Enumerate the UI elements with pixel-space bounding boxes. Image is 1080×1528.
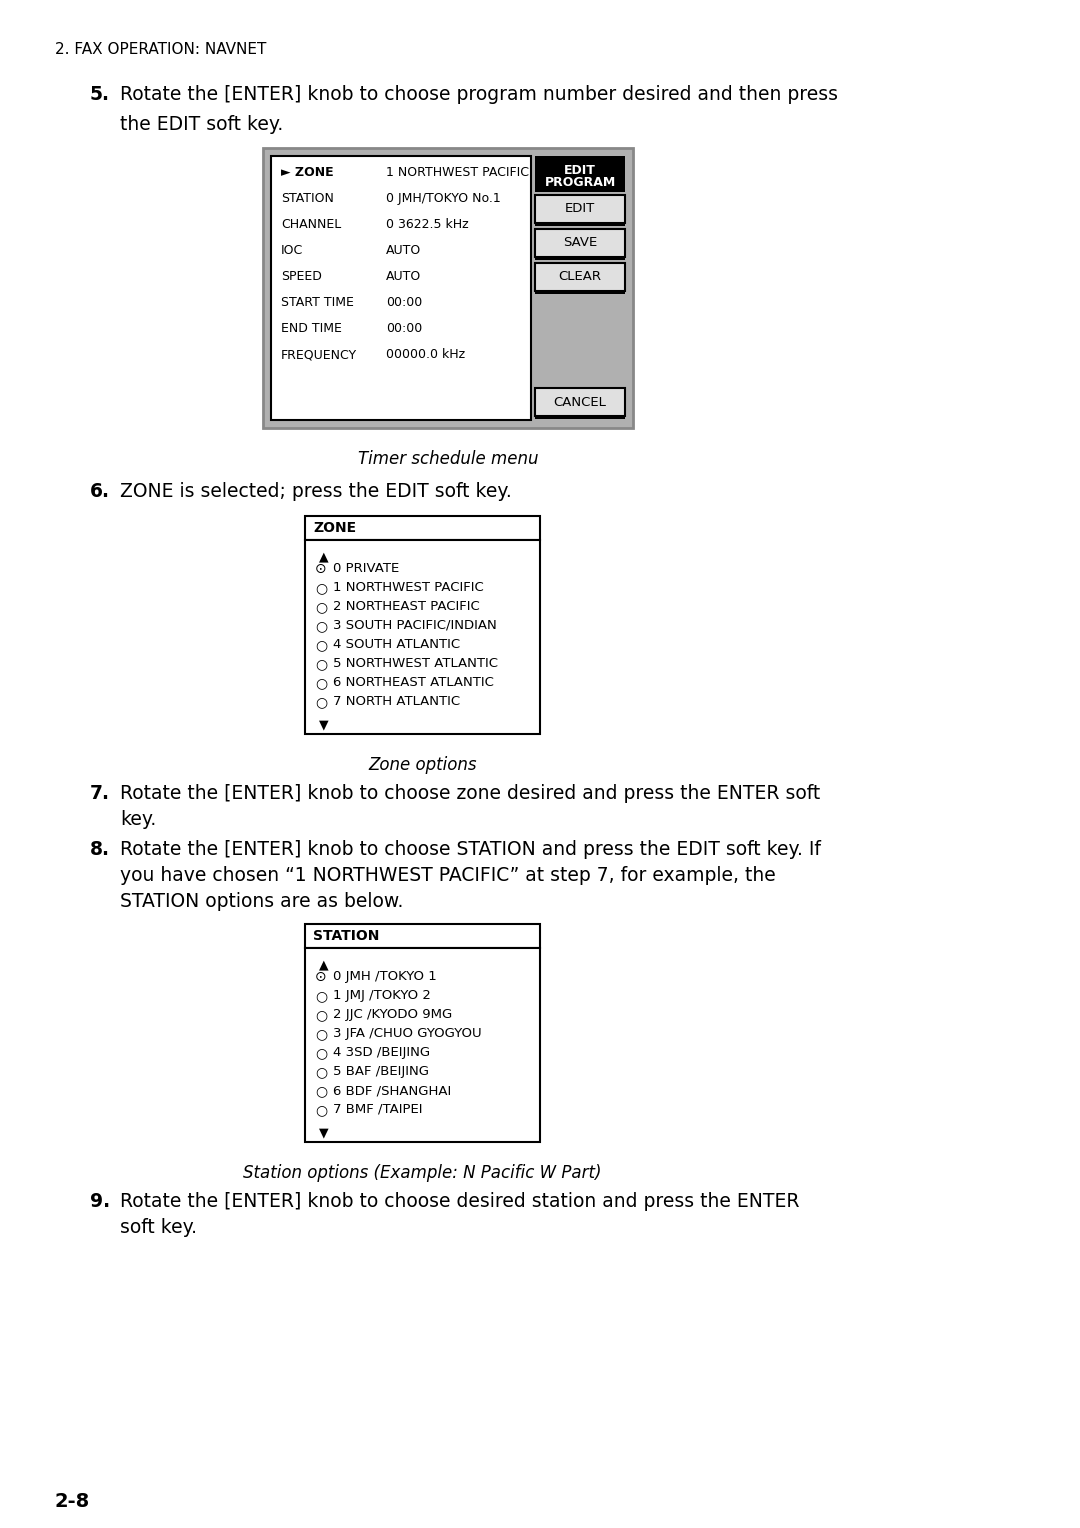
Text: 6 NORTHEAST ATLANTIC: 6 NORTHEAST ATLANTIC — [333, 675, 494, 689]
Text: 5 NORTHWEST ATLANTIC: 5 NORTHWEST ATLANTIC — [333, 657, 498, 669]
Text: 00000.0 kHz: 00000.0 kHz — [386, 348, 465, 361]
Text: 9.: 9. — [90, 1192, 110, 1212]
Text: CANCEL: CANCEL — [554, 396, 607, 408]
Text: 3 SOUTH PACIFIC/INDIAN: 3 SOUTH PACIFIC/INDIAN — [333, 619, 497, 633]
Text: ○: ○ — [315, 1008, 327, 1022]
Text: SPEED: SPEED — [281, 270, 322, 283]
Text: 6.: 6. — [90, 481, 110, 501]
Text: soft key.: soft key. — [120, 1218, 197, 1238]
Text: CHANNEL: CHANNEL — [281, 219, 341, 231]
Bar — [535, 229, 625, 257]
Text: 0 JMH /TOKYO 1: 0 JMH /TOKYO 1 — [333, 970, 436, 983]
Text: END TIME: END TIME — [281, 322, 342, 335]
Text: you have chosen “1 NORTHWEST PACIFIC” at step 7, for example, the: you have chosen “1 NORTHWEST PACIFIC” at… — [120, 866, 775, 885]
Text: 3 JFA /CHUO GYOGYOU: 3 JFA /CHUO GYOGYOU — [333, 1027, 482, 1041]
Bar — [535, 223, 625, 226]
Text: ○: ○ — [315, 1065, 327, 1079]
Text: ○: ○ — [315, 639, 327, 652]
Text: Timer schedule menu: Timer schedule menu — [357, 451, 538, 468]
Text: FREQUENCY: FREQUENCY — [281, 348, 357, 361]
Text: ZONE is selected; press the EDIT soft key.: ZONE is selected; press the EDIT soft ke… — [120, 481, 512, 501]
Text: 2. FAX OPERATION: NAVNET: 2. FAX OPERATION: NAVNET — [55, 41, 267, 57]
Text: STATION: STATION — [313, 929, 379, 943]
Text: ZONE: ZONE — [313, 521, 356, 535]
Bar — [535, 388, 625, 416]
Text: ○: ○ — [315, 1047, 327, 1060]
Text: ○: ○ — [315, 1083, 327, 1099]
Text: ○: ○ — [315, 989, 327, 1002]
Text: ○: ○ — [315, 1103, 327, 1117]
Text: 4 3SD /BEIJING: 4 3SD /BEIJING — [333, 1047, 430, 1059]
Text: 1 NORTHWEST PACIFIC: 1 NORTHWEST PACIFIC — [333, 581, 484, 594]
Text: ○: ○ — [315, 695, 327, 709]
Text: 5 BAF /BEIJING: 5 BAF /BEIJING — [333, 1065, 429, 1077]
Text: START TIME: START TIME — [281, 296, 354, 309]
Bar — [535, 257, 625, 260]
Text: 2 JJC /KYODO 9MG: 2 JJC /KYODO 9MG — [333, 1008, 453, 1021]
Text: Rotate the [ENTER] knob to choose STATION and press the EDIT soft key. If: Rotate the [ENTER] knob to choose STATIO… — [120, 840, 821, 859]
Text: ○: ○ — [315, 657, 327, 671]
Text: 0 PRIVATE: 0 PRIVATE — [333, 562, 400, 575]
Text: ⊙: ⊙ — [315, 970, 326, 984]
Text: ► ZONE: ► ZONE — [281, 167, 334, 179]
Bar — [264, 148, 633, 428]
Text: ○: ○ — [315, 601, 327, 614]
Text: 0 JMH/TOKYO No.1: 0 JMH/TOKYO No.1 — [386, 193, 501, 205]
Bar — [535, 290, 625, 293]
Text: 5.: 5. — [90, 86, 110, 104]
Bar — [305, 947, 540, 1141]
Text: ○: ○ — [315, 1027, 327, 1041]
Bar — [535, 263, 625, 290]
Text: Station options (Example: N Pacific W Part): Station options (Example: N Pacific W Pa… — [243, 1164, 602, 1183]
Text: 8.: 8. — [90, 840, 110, 859]
Text: 2-8: 2-8 — [55, 1491, 91, 1511]
Text: 1 NORTHWEST PACIFIC: 1 NORTHWEST PACIFIC — [386, 167, 529, 179]
Text: ○: ○ — [315, 581, 327, 594]
Text: AUTO: AUTO — [386, 270, 421, 283]
Text: key.: key. — [120, 810, 157, 830]
Text: Zone options: Zone options — [368, 756, 476, 775]
Text: 00:00: 00:00 — [386, 322, 422, 335]
Text: Rotate the [ENTER] knob to choose zone desired and press the ENTER soft: Rotate the [ENTER] knob to choose zone d… — [120, 784, 820, 804]
Text: 00:00: 00:00 — [386, 296, 422, 309]
Bar — [264, 148, 633, 428]
Text: ○: ○ — [315, 619, 327, 633]
Text: 0 3622.5 kHz: 0 3622.5 kHz — [386, 219, 469, 231]
Bar — [305, 516, 540, 539]
Text: ▲: ▲ — [319, 550, 328, 562]
Text: 6 BDF /SHANGHAI: 6 BDF /SHANGHAI — [333, 1083, 451, 1097]
Text: ▲: ▲ — [319, 958, 328, 970]
Text: the EDIT soft key.: the EDIT soft key. — [120, 115, 283, 134]
Text: STATION options are as below.: STATION options are as below. — [120, 892, 403, 911]
Bar — [535, 416, 625, 419]
Text: ▼: ▼ — [319, 1126, 328, 1138]
Bar — [535, 196, 625, 223]
Text: Rotate the [ENTER] knob to choose program number desired and then press: Rotate the [ENTER] knob to choose progra… — [120, 86, 838, 104]
Text: AUTO: AUTO — [386, 244, 421, 257]
Text: ▼: ▼ — [319, 718, 328, 730]
Text: 1 JMJ /TOKYO 2: 1 JMJ /TOKYO 2 — [333, 989, 431, 1002]
Text: PROGRAM: PROGRAM — [544, 176, 616, 189]
Bar — [535, 156, 625, 193]
Bar — [305, 539, 540, 733]
Text: 2 NORTHEAST PACIFIC: 2 NORTHEAST PACIFIC — [333, 601, 480, 613]
Text: IOC: IOC — [281, 244, 303, 257]
Text: STATION: STATION — [281, 193, 334, 205]
Text: 7.: 7. — [90, 784, 110, 804]
Bar — [305, 924, 540, 947]
Text: EDIT: EDIT — [564, 163, 596, 177]
Text: 7 BMF /TAIPEI: 7 BMF /TAIPEI — [333, 1103, 422, 1115]
Text: 7 NORTH ATLANTIC: 7 NORTH ATLANTIC — [333, 695, 460, 707]
Text: CLEAR: CLEAR — [558, 270, 602, 284]
Text: ⊙: ⊙ — [315, 562, 326, 576]
Text: ○: ○ — [315, 675, 327, 691]
Text: EDIT: EDIT — [565, 203, 595, 215]
Text: Rotate the [ENTER] knob to choose desired station and press the ENTER: Rotate the [ENTER] knob to choose desire… — [120, 1192, 799, 1212]
Bar — [271, 156, 531, 420]
Text: 4 SOUTH ATLANTIC: 4 SOUTH ATLANTIC — [333, 639, 460, 651]
Text: SAVE: SAVE — [563, 237, 597, 249]
